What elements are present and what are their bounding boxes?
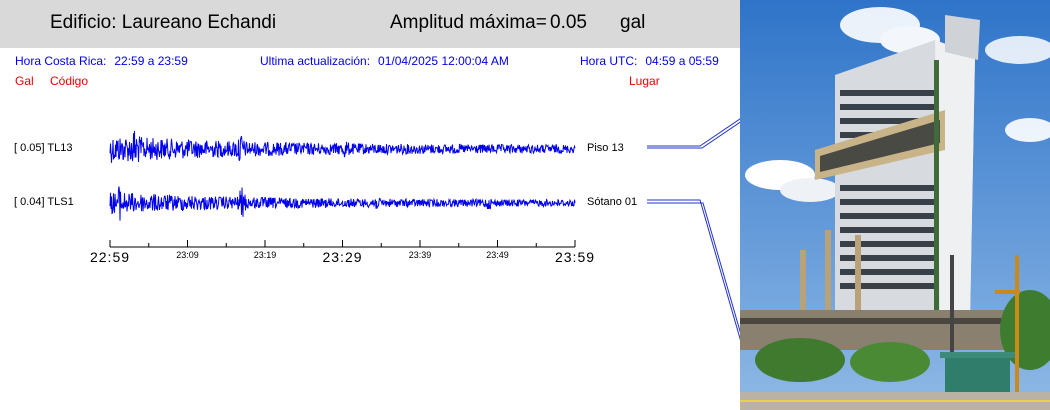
local-time-label: Hora Costa Rica: (15, 54, 107, 68)
time-tick-label: 22:59 (89, 249, 131, 265)
utc-range: 04:59 a 05:59 (645, 54, 719, 68)
column-code: Código (50, 74, 89, 88)
channel-2-place: Sótano 01 (587, 196, 638, 208)
local-time-info: Hora Costa Rica: 22:59 a 23:59 (15, 54, 196, 68)
time-tick-label: 23:29 (322, 249, 363, 265)
header-bar: Edificio: Laureano Echandi Amplitud máxi… (0, 0, 740, 48)
channel-2-label: [ 0.04] TLS1 (14, 196, 74, 208)
time-axis-ticks (109, 240, 576, 247)
utc-label: Hora UTC: (580, 54, 638, 68)
utc-time-info: Hora UTC: 04:59 a 05:59 (580, 54, 727, 68)
channel-1-label: [ 0.05] TL13 (14, 142, 73, 154)
amplitude-unit: gal (620, 12, 646, 33)
amplitude-value: 0.05 (550, 12, 587, 33)
last-update-value: 01/04/2025 12:00:04 AM (378, 54, 509, 68)
last-update-info: Ultima actualización: 01/04/2025 12:00:04… (260, 54, 517, 68)
waveform-trace-tls1 (109, 186, 576, 221)
building-title: Edificio: Laureano Echandi (50, 12, 277, 33)
time-tick-label: 23:59 (554, 249, 596, 265)
waveform-trace-tl13 (109, 130, 576, 163)
channel-1-place: Piso 13 (587, 142, 624, 154)
time-tick-label: 23:49 (486, 250, 509, 260)
column-place: Lugar (629, 74, 660, 88)
time-tick-label: 23:19 (253, 250, 277, 260)
last-update-label: Ultima actualización: (260, 54, 371, 68)
local-time-range: 22:59 a 23:59 (114, 54, 188, 68)
building-photo (740, 0, 1050, 410)
amplitude-label: Amplitud máxima= (390, 12, 547, 33)
time-tick-label: 23:09 (176, 250, 199, 260)
column-gal: Gal (15, 74, 34, 88)
time-tick-label: 23:39 (408, 250, 432, 260)
